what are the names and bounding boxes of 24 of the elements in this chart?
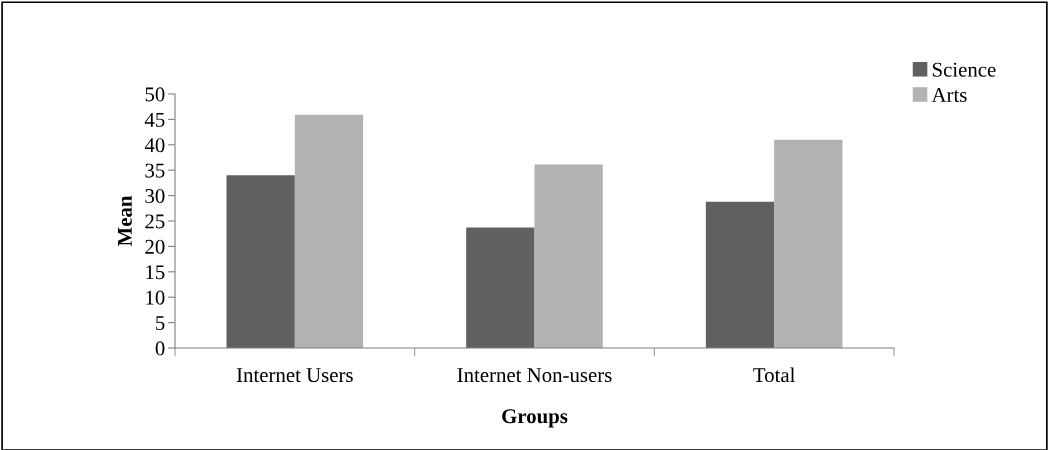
y-tick-label: 5 (156, 316, 165, 331)
bar (294, 114, 364, 348)
bar (705, 201, 775, 348)
y-tick-label: 25 (145, 214, 165, 229)
bar (774, 139, 843, 348)
legend-label: Science (932, 62, 996, 77)
y-tick-label: 30 (145, 188, 165, 204)
y-tick-label: 40 (144, 138, 165, 153)
bar (466, 227, 535, 348)
y-axis-title: Mean (118, 195, 132, 247)
x-tick-label: Internet Users (236, 368, 353, 383)
y-tick-label: 50 (145, 87, 165, 102)
legend-label: Arts (931, 88, 967, 103)
bar (226, 175, 295, 348)
x-axis-title: Groups (502, 409, 568, 428)
y-tick-label: 20 (145, 239, 165, 254)
y-tick-label: 35 (145, 163, 165, 178)
y-tick-label: 10 (146, 290, 165, 305)
y-tick-label: 45 (144, 112, 165, 127)
x-tick-label: Total (753, 367, 795, 383)
bar (534, 164, 603, 348)
x-tick-label: Internet Non-users (457, 368, 612, 383)
y-tick-label: 15 (146, 265, 165, 280)
y-tick-label: 0 (155, 341, 165, 356)
